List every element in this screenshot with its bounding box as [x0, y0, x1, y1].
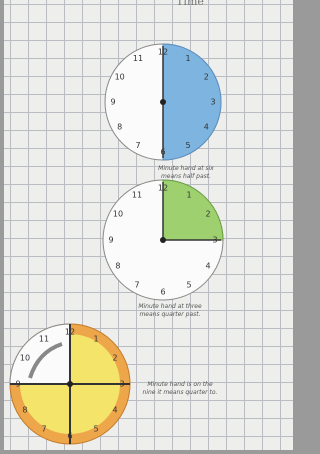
title: Time: [176, 0, 204, 8]
clock-number: 8: [117, 123, 122, 132]
clock-number: 1: [93, 334, 98, 343]
clock-number: 2: [204, 73, 209, 82]
clock-number: 6: [160, 148, 165, 157]
clock-number: 10: [115, 73, 125, 82]
clock-number: 10: [20, 354, 30, 363]
clock-number: 1: [185, 54, 190, 63]
clock-number: 4: [205, 262, 210, 271]
clock-number: 8: [115, 262, 120, 271]
center: [160, 99, 166, 105]
clock-number: 9: [110, 98, 115, 107]
clock-number: 3: [210, 98, 215, 107]
clock-number: 8: [22, 406, 27, 415]
center: [160, 237, 166, 243]
clock-number: 9: [15, 380, 20, 389]
clock-number: 5: [185, 141, 190, 150]
clock-number: 3: [212, 236, 217, 245]
clock-number: 4: [204, 123, 209, 132]
center: [67, 381, 73, 387]
clock-number: 12: [65, 328, 75, 337]
clock-number: 9: [108, 236, 113, 245]
clock-number: 6: [67, 432, 72, 441]
clock-number: 7: [41, 425, 46, 434]
clock-number: 1: [186, 190, 191, 199]
clock-number: 2: [112, 354, 117, 363]
clock-number: 11: [132, 190, 142, 199]
clock-number: 3: [119, 380, 124, 389]
green-quarter: [163, 180, 223, 240]
clock-number: 12: [158, 48, 168, 57]
clock-number: 11: [39, 334, 49, 343]
clock-number: 5: [93, 425, 98, 434]
clock-number: 12: [158, 184, 168, 193]
clock-number: 7: [134, 281, 139, 290]
clock-number: 10: [113, 210, 123, 219]
clock-number: 4: [112, 406, 117, 415]
clock-number: 5: [186, 281, 191, 290]
clock-number: 6: [160, 288, 165, 297]
clock-number: 7: [135, 141, 140, 150]
clock-number: 2: [205, 210, 210, 219]
clock-number: 11: [133, 54, 143, 63]
